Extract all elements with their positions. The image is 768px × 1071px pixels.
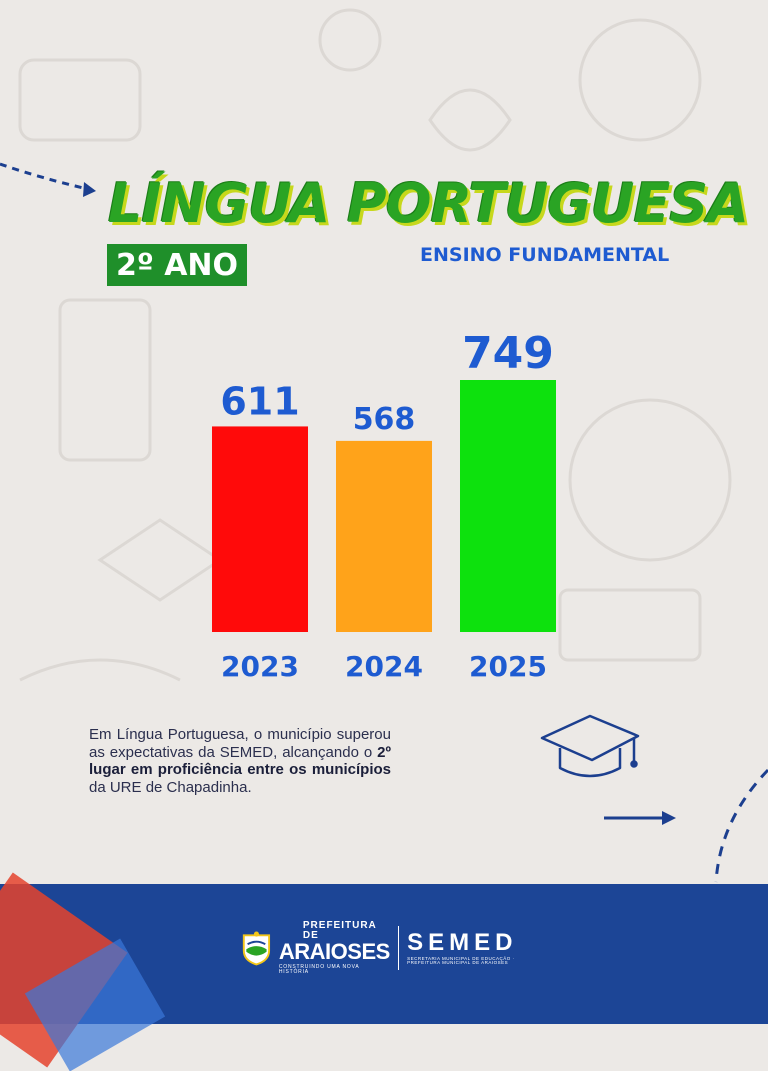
value-label-2023: 611 [220, 379, 299, 423]
crest-icon [242, 931, 271, 966]
semed-subtitle: SECRETARIA MUNICIPAL DE EDUCAÇÃO · PREFE… [407, 955, 515, 965]
description-text: Em Língua Portuguesa, o município supero… [89, 726, 391, 796]
grade-badge: 2º ANO [107, 244, 247, 286]
page-subtitle: ENSINO FUNDAMENTAL [420, 244, 670, 266]
footer-logos: PREFEITURA DE ARAIOSES CONSTRUINDO UMA N… [240, 918, 540, 978]
bar-2023 [212, 426, 308, 632]
value-label-2024: 568 [353, 402, 416, 437]
background-doodles [18, 8, 732, 682]
bar-chart: 611 2023 568 2024 749 2025 [212, 328, 556, 683]
description-highlight: 2º lugar em proficiência entre os municí… [89, 743, 391, 779]
semed-name: SEMED [407, 928, 518, 956]
bar-2025 [460, 380, 556, 632]
page-title: LÍNGUA PORTUGUESA [108, 172, 749, 235]
category-label-2023: 2023 [221, 650, 299, 683]
description-part1: Em Língua Portuguesa, o município supero… [89, 726, 391, 761]
value-label-2025: 749 [462, 328, 554, 379]
bar-2024 [336, 440, 432, 632]
logo-divider [397, 926, 400, 970]
semed-logo: SEMED SECRETARIA MUNICIPAL DE EDUCAÇÃO ·… [407, 928, 540, 966]
category-label-2025: 2025 [469, 650, 547, 683]
prefeitura-name: ARAIOSES [278, 939, 390, 964]
category-label-2024: 2024 [345, 650, 423, 683]
prefeitura-logo: PREFEITURA DE ARAIOSES CONSTRUINDO UMA N… [279, 921, 390, 975]
description-part2: da URE de Chapadinha. [89, 778, 252, 796]
prefeitura-tagline: CONSTRUINDO UMA NOVA HISTÓRIA [278, 964, 360, 975]
prefeitura-top: PREFEITURA DE [302, 920, 377, 941]
